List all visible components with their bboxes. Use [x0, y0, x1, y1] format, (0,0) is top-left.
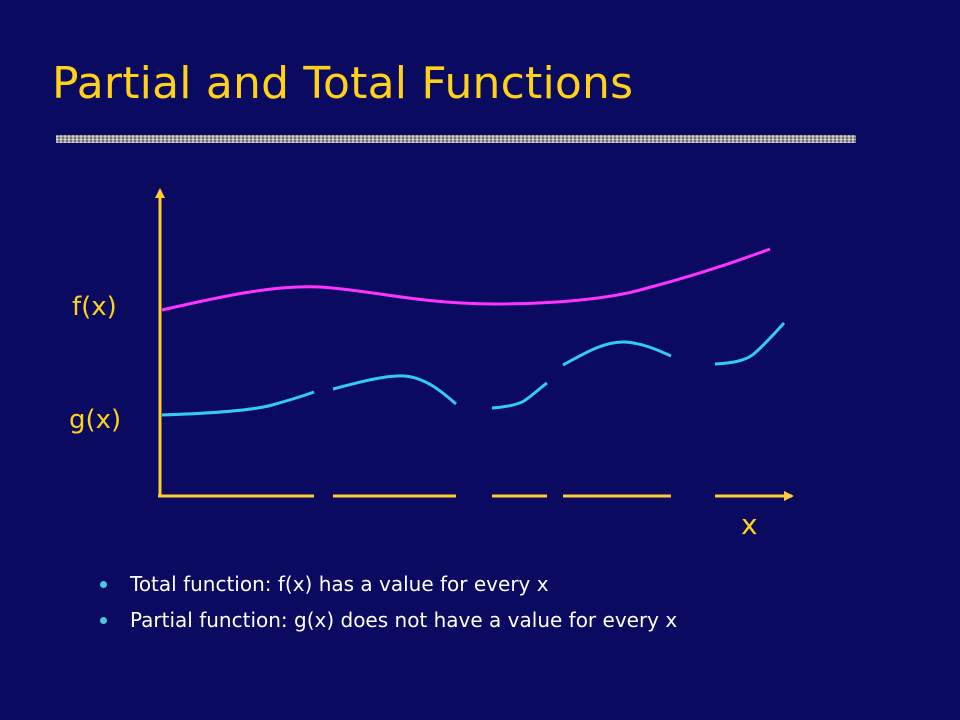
bullet-text: Partial function: g(x) does not have a v… [130, 608, 678, 632]
partial-function-segment [562, 340, 672, 367]
bullet-dot-icon [100, 617, 107, 624]
g-of-x-label: g(x) [69, 405, 122, 435]
partial-function-segment [161, 390, 315, 417]
bullet-item: Partial function: g(x) does not have a v… [100, 602, 677, 638]
bullet-dot-icon [100, 581, 107, 588]
partial-function-segment [491, 381, 548, 410]
partial-function-segment [714, 321, 786, 366]
slide-title: Partial and Total Functions [52, 58, 634, 109]
bullet-list: Total function: f(x) has a value for eve… [100, 566, 677, 638]
x-axis-label: x [741, 508, 758, 541]
title-divider [56, 135, 856, 143]
bullet-item: Total function: f(x) has a value for eve… [100, 566, 677, 602]
f-of-x-label: f(x) [72, 292, 117, 322]
total-function-curve [161, 247, 771, 312]
partial-function-segment [332, 374, 457, 406]
bullet-text: Total function: f(x) has a value for eve… [130, 572, 549, 596]
